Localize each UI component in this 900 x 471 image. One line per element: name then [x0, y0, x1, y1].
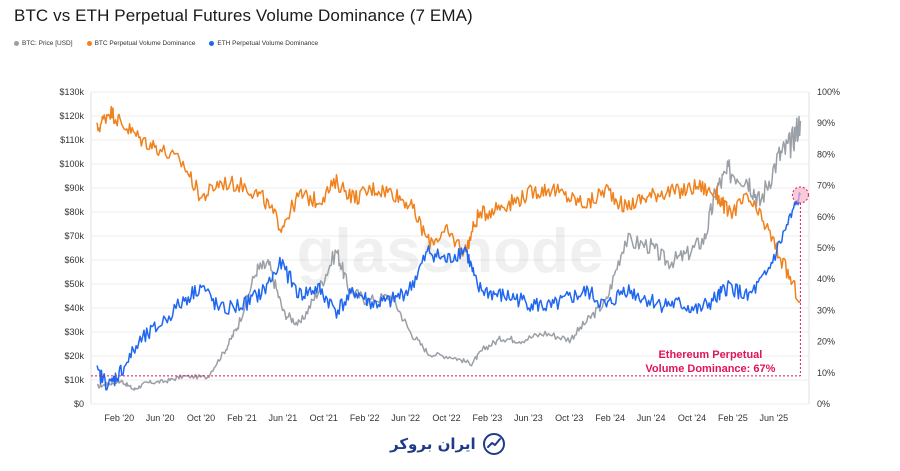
- annotation-text-line2: Volume Dominance: 67%: [645, 363, 775, 375]
- left-tick-label: $130k: [59, 87, 84, 97]
- right-tick-label: 70%: [817, 181, 835, 191]
- right-tick-label: 10%: [817, 368, 835, 378]
- right-tick-label: 80%: [817, 149, 835, 159]
- x-tick-label: Oct '24: [678, 413, 706, 423]
- annotation-marker: [791, 186, 809, 204]
- right-tick-label: 50%: [817, 243, 835, 253]
- x-tick-label: Oct '23: [555, 413, 583, 423]
- left-tick-label: $40k: [64, 303, 84, 313]
- legend-label-eth-dominance: ETH Perpetual Volume Dominance: [217, 40, 319, 47]
- x-tick-label: Feb '22: [350, 413, 380, 423]
- left-tick-label: $110k: [60, 135, 84, 145]
- left-tick-label: $70k: [64, 231, 84, 241]
- left-tick-label: $30k: [64, 327, 84, 337]
- legend-item-btc-dominance[interactable]: BTC Perpetual Volume Dominance: [86, 40, 196, 47]
- right-tick-label: 100%: [817, 87, 840, 97]
- chart-title: BTC vs ETH Perpetual Futures Volume Domi…: [14, 6, 473, 25]
- legend-item-btc-price[interactable]: BTC: Price [USD]: [14, 40, 73, 47]
- series-line-2: [96, 192, 802, 391]
- x-axis-ticks: Feb '20 Jun '20 Oct '20 Feb '21 Jun '21 Oct '…: [104, 413, 788, 423]
- brand-name: ایران بروکر: [390, 435, 476, 453]
- legend-label-btc-dominance: BTC Perpetual Volume Dominance: [94, 40, 196, 47]
- left-tick-label: $120k: [59, 111, 84, 121]
- legend-dot-btc-price: [14, 41, 19, 46]
- x-tick-label: Jun '24: [637, 413, 666, 423]
- left-tick-label: $100k: [59, 159, 84, 169]
- x-tick-label: Jun '22: [391, 413, 420, 423]
- left-tick-label: $0: [74, 399, 84, 409]
- right-tick-label: 0%: [817, 399, 830, 409]
- x-tick-label: Oct '22: [432, 413, 460, 423]
- left-tick-label: $80k: [64, 207, 84, 217]
- x-tick-label: Feb '23: [473, 413, 503, 423]
- x-tick-label: Feb '25: [718, 413, 748, 423]
- legend-label-btc-price: BTC: Price [USD]: [22, 40, 73, 47]
- left-tick-label: $10k: [64, 375, 84, 385]
- left-tick-label: $60k: [64, 255, 84, 265]
- x-tick-label: Oct '21: [310, 413, 338, 423]
- x-tick-label: Feb '24: [595, 413, 625, 423]
- right-tick-label: 30%: [817, 305, 835, 315]
- plot-background: [91, 92, 809, 404]
- right-tick-label: 20%: [817, 337, 835, 347]
- left-axis-ticks: $0 $10k $20k $30k $40k $50k $60k $70k $80k $90k $1…: [59, 87, 84, 409]
- x-tick-label: Feb '20: [104, 413, 134, 423]
- annotation-text-line1: Ethereum Perpetual: [658, 349, 762, 361]
- annotation-layer: Ethereum Perpetual Volume Dominance: 67%: [91, 186, 809, 377]
- x-tick-label: Jun '23: [514, 413, 543, 423]
- right-tick-label: 40%: [817, 274, 835, 284]
- x-tick-label: Jun '21: [269, 413, 298, 423]
- left-tick-label: $90k: [64, 183, 84, 193]
- x-tick-label: Oct '20: [187, 413, 215, 423]
- right-tick-label: 90%: [817, 118, 835, 128]
- left-tick-label: $20k: [64, 351, 84, 361]
- right-tick-label: 60%: [817, 212, 835, 222]
- brand-logo: ایران بروکر: [390, 432, 506, 456]
- x-tick-label: Jun '20: [146, 413, 175, 423]
- x-tick-label: Jun '25: [759, 413, 788, 423]
- left-tick-label: $50k: [64, 279, 84, 289]
- chart-canvas: glassnode $0 $10k $20k $30k $40k $50k $60k $70k…: [59, 87, 840, 423]
- legend-dot-btc-dominance: [86, 41, 92, 46]
- legend: BTC: Price [USD] BTC Perpetual Volume Do…: [14, 40, 318, 47]
- legend-item-eth-dominance[interactable]: ETH Perpetual Volume Dominance: [209, 40, 318, 47]
- brand-chart-icon: [482, 433, 505, 455]
- watermark-glassnode: glassnode: [297, 217, 604, 286]
- right-axis-ticks: 0% 10% 20% 30% 40% 50% 60% 70% 80% 90% 100%: [817, 87, 840, 409]
- series-line-1: [96, 105, 801, 304]
- x-tick-label: Feb '21: [227, 413, 257, 423]
- legend-dot-eth-dominance: [209, 41, 215, 46]
